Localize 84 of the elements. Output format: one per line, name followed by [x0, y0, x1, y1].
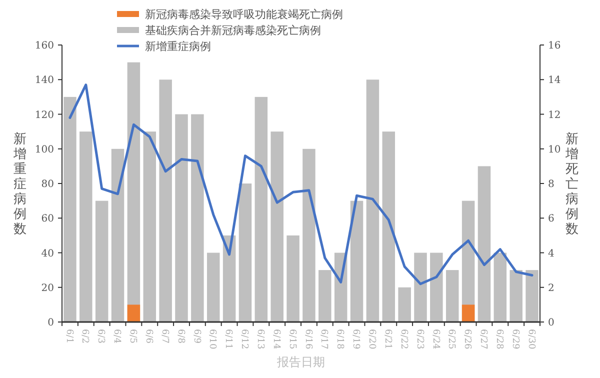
x-tick-label: 6/3 — [96, 329, 106, 344]
bar — [414, 252, 427, 322]
bar — [478, 166, 491, 322]
bar — [286, 235, 300, 322]
y-tick-label: 20 — [41, 282, 54, 294]
bar — [366, 80, 380, 322]
x-tick-label: 6/22 — [398, 329, 408, 350]
bar — [254, 96, 268, 322]
x-tick-label: 6/1 — [64, 329, 74, 344]
x-tick-label: 6/25 — [446, 329, 456, 350]
x-tick-label: 6/13 — [255, 329, 266, 350]
line-series — [68, 84, 534, 286]
bar — [159, 80, 172, 322]
y-tick-label: 60 — [41, 214, 54, 225]
bar — [510, 270, 522, 322]
bar — [526, 270, 538, 322]
y2-tick-label: 6 — [548, 214, 554, 225]
y2-tick-label: 16 — [548, 40, 561, 52]
x-axis-title: 报告日期 — [276, 355, 325, 369]
y-tick-label: 40 — [41, 248, 54, 260]
bar — [398, 287, 411, 322]
bar — [382, 132, 396, 322]
y-tick-label: 120 — [34, 110, 54, 121]
legend-label: 新冠病毒感染导致呼吸功能衰竭死亡病例 — [145, 8, 343, 21]
bar — [350, 200, 364, 322]
y-tick-label: 80 — [41, 179, 54, 190]
bar — [318, 270, 332, 322]
legend-label: 基础疾病合并新冠病毒感染死亡病例 — [145, 24, 321, 37]
x-tick-label: 6/15 — [286, 329, 297, 350]
bar — [191, 114, 204, 322]
bar — [446, 270, 459, 322]
bar — [127, 304, 140, 322]
y2-tick-label: 10 — [548, 144, 561, 156]
x-tick-label: 6/26 — [462, 329, 472, 350]
bar — [270, 132, 284, 322]
bar — [430, 252, 443, 322]
x-tick-label: 6/9 — [191, 329, 202, 344]
bar — [238, 184, 252, 322]
y-tick-label: 100 — [34, 144, 54, 156]
x-tick-label: 6/7 — [159, 329, 170, 344]
x-tick-label: 6/16 — [302, 329, 313, 350]
x-tick-label: 6/6 — [143, 329, 154, 344]
y2-tick-label: 4 — [548, 248, 554, 260]
x-tick-label: 6/18 — [334, 329, 345, 350]
x-tick-label: 6/29 — [510, 329, 520, 350]
y2-tick-label: 12 — [548, 110, 561, 121]
x-tick-label: 6/10 — [207, 329, 218, 350]
x-tick-label: 6/2 — [80, 329, 90, 344]
bar — [206, 252, 220, 322]
x-tick-label: 6/30 — [526, 329, 536, 350]
y-tick-label: 140 — [34, 75, 54, 86]
bar — [143, 132, 156, 322]
y2-tick-label: 14 — [548, 75, 561, 86]
x-tick-label: 6/20 — [366, 329, 377, 350]
bar — [462, 304, 475, 322]
x-tick-label: 6/5 — [128, 329, 138, 344]
bar — [494, 252, 507, 322]
y-axis-title: 新增重症病例数 — [12, 132, 26, 238]
y2-tick-label: 8 — [548, 179, 554, 190]
x-tick-label: 6/19 — [350, 329, 361, 350]
y2-axis-title: 新增死亡病例数 — [564, 132, 578, 238]
bar — [95, 200, 108, 322]
x-tick-label: 6/17 — [318, 329, 329, 350]
bar — [111, 148, 124, 322]
x-tick-label: 6/24 — [430, 329, 440, 350]
bar — [302, 148, 316, 322]
legend-label: 新增重症病例 — [145, 40, 211, 53]
x-tick-label: 6/8 — [175, 329, 186, 344]
x-tick-label: 6/11 — [223, 329, 234, 350]
x-tick-label: 6/21 — [382, 329, 392, 350]
bar — [222, 235, 236, 322]
y2-tick-label: 0 — [548, 318, 554, 328]
y2-tick-label: 2 — [548, 282, 554, 294]
x-tick-label: 6/27 — [478, 329, 488, 350]
bar — [64, 96, 76, 322]
y-tick-label: 0 — [48, 318, 54, 328]
x-tick-label: 6/28 — [494, 329, 504, 350]
bar — [175, 114, 188, 322]
x-tick-label: 6/23 — [414, 329, 424, 350]
bar — [80, 132, 92, 322]
x-tick-label: 6/12 — [239, 329, 250, 350]
x-tick-label: 6/4 — [112, 329, 122, 344]
x-tick-label: 6/14 — [270, 329, 281, 350]
y-tick-label: 160 — [34, 40, 54, 52]
